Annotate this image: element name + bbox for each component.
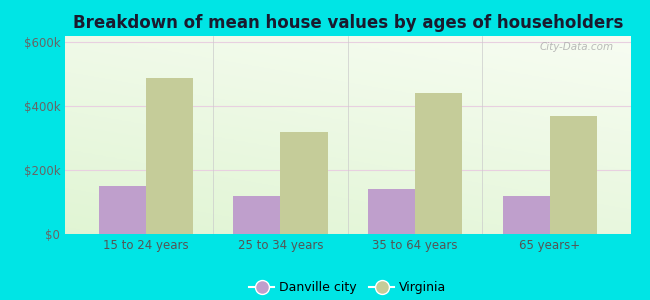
Legend: Danville city, Virginia: Danville city, Virginia [244, 276, 452, 299]
Bar [550, 116, 597, 234]
Bar [280, 132, 328, 234]
Title: Breakdown of mean house values by ages of householders: Breakdown of mean house values by ages o… [73, 14, 623, 32]
Text: City-Data.com: City-Data.com [540, 42, 614, 52]
Bar [99, 186, 146, 234]
Bar [415, 94, 462, 234]
Bar [502, 196, 550, 234]
Bar [233, 196, 280, 234]
Bar [368, 189, 415, 234]
Bar [146, 77, 193, 234]
